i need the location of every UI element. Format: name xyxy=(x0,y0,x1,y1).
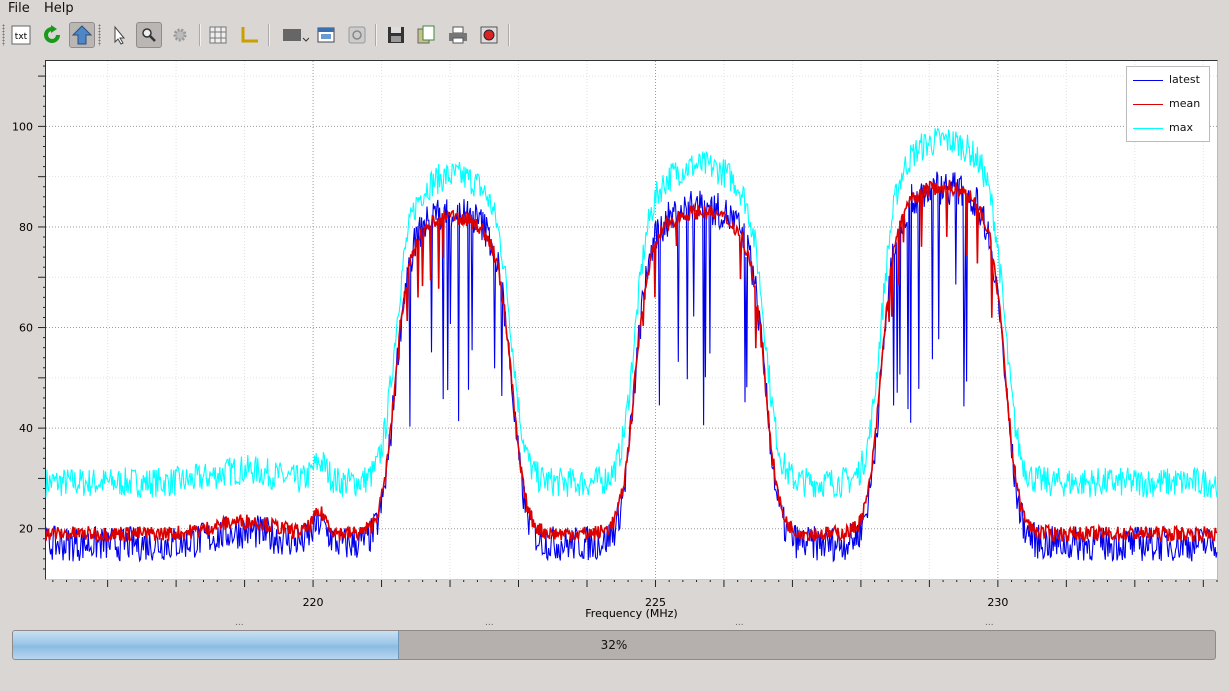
menu-bar: File Help xyxy=(0,0,1229,20)
y-tick-label: 20 xyxy=(19,523,33,536)
legend-swatch-mean xyxy=(1133,104,1163,105)
splitter-handle[interactable]: ... xyxy=(985,618,994,628)
grid-icon[interactable] xyxy=(205,22,231,48)
x-tick-label: 220 xyxy=(303,596,324,609)
progress-fill xyxy=(13,631,399,659)
menu-help[interactable]: Help xyxy=(44,1,74,16)
y-tick-label: 100 xyxy=(12,120,33,133)
window-icon[interactable] xyxy=(313,22,339,48)
x-tick-label: 225 xyxy=(645,596,666,609)
legend-item-max[interactable]: max xyxy=(1127,118,1211,140)
print-icon[interactable] xyxy=(445,22,471,48)
pointer-icon[interactable] xyxy=(106,22,132,48)
save-icon[interactable] xyxy=(383,22,409,48)
up-arrow-icon[interactable] xyxy=(69,22,95,48)
menu-file[interactable]: File xyxy=(8,1,30,16)
legend-swatch-latest xyxy=(1133,80,1163,81)
splitter-handle[interactable]: ... xyxy=(235,618,244,628)
progress-label: 32% xyxy=(600,638,628,652)
toolbar-separator xyxy=(199,24,201,46)
toolbar: txt xyxy=(0,20,1229,50)
capture-icon[interactable] xyxy=(476,22,502,48)
plot-canvas-frame[interactable] xyxy=(45,60,1218,580)
x-axis-label: Frequency (MHz) xyxy=(585,607,677,620)
copy-icon[interactable] xyxy=(413,22,439,48)
toolbar-grip[interactable] xyxy=(98,24,101,46)
splitter-handle[interactable]: ... xyxy=(485,618,494,628)
settings-gear-icon[interactable] xyxy=(167,22,193,48)
series-line-max xyxy=(45,127,1218,499)
legend-label-latest: latest xyxy=(1169,73,1200,86)
refresh-icon[interactable] xyxy=(39,22,65,48)
splitter-handle[interactable]: ... xyxy=(735,618,744,628)
x-tick-label: 230 xyxy=(987,596,1008,609)
series-line-mean xyxy=(45,179,1218,545)
display-dropdown-icon[interactable] xyxy=(280,22,310,48)
zoom-icon[interactable] xyxy=(136,22,162,48)
legend-label-mean: mean xyxy=(1169,97,1201,110)
y-tick-label: 60 xyxy=(19,322,33,335)
text-file-label: txt xyxy=(15,32,28,42)
text-file-icon[interactable]: txt xyxy=(8,22,34,48)
progress-bar: 32% xyxy=(12,630,1216,660)
info-icon[interactable] xyxy=(344,22,370,48)
toolbar-separator xyxy=(375,24,377,46)
axis-icon[interactable] xyxy=(236,22,262,48)
legend-label-max: max xyxy=(1169,121,1193,134)
toolbar-separator xyxy=(268,24,270,46)
toolbar-grip[interactable] xyxy=(2,24,5,46)
y-tick-label: 80 xyxy=(19,221,33,234)
y-tick-label: 40 xyxy=(19,422,33,435)
toolbar-separator xyxy=(508,24,510,46)
legend-item-mean[interactable]: mean xyxy=(1127,94,1211,116)
legend-item-latest[interactable]: latest xyxy=(1127,70,1211,92)
legend-swatch-max xyxy=(1133,128,1163,129)
legend: latest mean max xyxy=(1126,66,1210,142)
